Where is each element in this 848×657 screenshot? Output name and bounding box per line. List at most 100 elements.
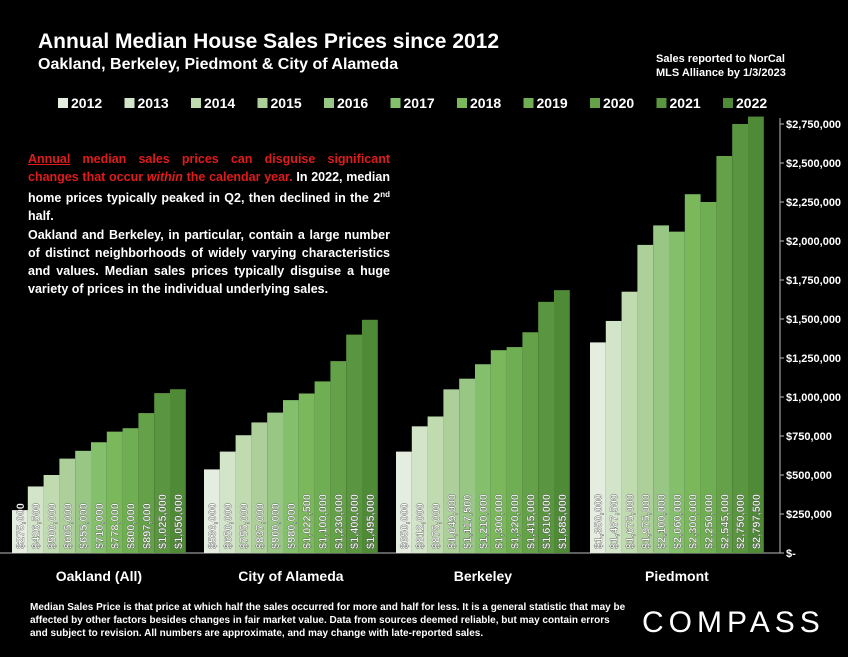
bar-2022-1: [362, 319, 378, 553]
bar-2022-3: [748, 116, 764, 553]
bar-2021-0: [154, 393, 170, 553]
legend-swatch-2014: [191, 98, 201, 108]
bar-2012-3: [590, 342, 606, 553]
bar-2012-1: [204, 469, 220, 553]
legend-swatch-2019: [523, 98, 534, 108]
bar-2012-2: [396, 451, 412, 553]
bar-data-label: $1,487,500: [609, 494, 621, 549]
bar-data-label: $837,000: [254, 503, 266, 549]
bar-data-label: $778,000: [110, 503, 122, 549]
bar-2020-0: [138, 413, 155, 553]
bar-2019-0: [122, 428, 139, 553]
bar-data-label: $1,049,000: [446, 494, 458, 549]
bar-2019-2: [506, 347, 523, 553]
bar-2022-0: [170, 389, 186, 553]
bar-data-label: $1,210,000: [478, 494, 490, 549]
bar-2015-1: [251, 422, 268, 553]
legend-swatch-2016: [324, 98, 334, 108]
bar-data-label: $536,000: [207, 503, 219, 549]
bar-data-label: $500,000: [47, 503, 59, 549]
y-tick-label: $1,000,000: [786, 392, 841, 404]
bar-data-label: $1,350,000: [593, 494, 605, 549]
legend-swatch-2012: [58, 98, 68, 108]
legend-label: 2022: [736, 95, 767, 111]
legend-label: 2021: [670, 95, 701, 111]
legend-label: 2018: [470, 95, 501, 111]
callout-neighborhood-note: Oakland and Berkeley, in particular, con…: [28, 228, 390, 296]
bar-2016-1: [267, 412, 283, 553]
bar-data-label: $655,000: [78, 503, 90, 549]
legend-label: 2015: [271, 95, 302, 111]
bar-2018-2: [490, 350, 507, 553]
bar-data-label: $1,025,000: [157, 494, 169, 549]
bar-2021-2: [538, 301, 554, 553]
bar-2020-2: [522, 332, 539, 553]
source-note: Sales reported to NorCal MLS Alliance by…: [656, 52, 806, 80]
bar-2013-3: [605, 320, 622, 553]
bar-2016-2: [459, 378, 475, 553]
bar-data-label: $275,000: [15, 503, 27, 549]
x-category-label: Piedmont: [645, 568, 709, 584]
y-tick-label: $750,000: [786, 431, 832, 443]
bar-data-label: $650,000: [223, 503, 235, 549]
bar-data-label: $2,300,000: [688, 494, 700, 549]
bar-2013-0: [27, 486, 44, 553]
footer-disclaimer: Median Sales Price is that price at whic…: [30, 602, 626, 639]
bar-data-label: $2,797,500: [751, 494, 763, 549]
bar-data-label: $2,100,000: [656, 494, 668, 549]
bar-data-label: $1,675,000: [625, 494, 637, 549]
bar-2019-1: [314, 381, 331, 553]
bar-data-label: $1,400,000: [349, 494, 361, 549]
bar-data-label: $875,000: [431, 503, 443, 549]
y-tick-label: $2,750,000: [786, 119, 841, 131]
callout-red-text: median sales prices can disguise signifi…: [28, 152, 390, 184]
callout-red-text-2: the calendar year.: [182, 170, 293, 184]
legend-label: 2017: [404, 95, 435, 111]
bar-2015-0: [59, 458, 76, 553]
bar-2013-1: [219, 451, 236, 553]
chart-title: Annual Median House Sales Prices since 2…: [38, 30, 500, 53]
callout-end-text: half.: [28, 209, 54, 224]
y-tick-label: $1,500,000: [786, 314, 841, 326]
callout-within-word: within: [146, 170, 183, 184]
bar-data-label: $1,230,000: [333, 494, 345, 549]
chart-subtitle: Oakland, Berkeley, Piedmont & City of Al…: [38, 56, 399, 73]
bar-2017-2: [475, 364, 491, 553]
bar-data-label: $650,000: [399, 503, 411, 549]
bar-data-label: $812,000: [415, 503, 427, 549]
bar-data-label: $2,545,000: [719, 494, 731, 549]
legend-swatch-2021: [656, 98, 667, 108]
bar-2020-3: [716, 155, 733, 554]
legend-swatch-2020: [590, 98, 600, 108]
legend-label: 2012: [71, 95, 102, 111]
legend-swatch-2022: [723, 98, 733, 108]
bar-data-label: $1,685,000: [557, 494, 569, 549]
bar-data-label: $1,610,000: [541, 494, 553, 549]
y-tick-label: $250,000: [786, 509, 832, 521]
legend-swatch-2017: [390, 98, 401, 108]
legend-label: 2013: [138, 95, 169, 111]
bar-2021-1: [346, 334, 362, 553]
callout-annual-word: Annual: [28, 152, 71, 166]
legend-label: 2014: [204, 95, 235, 111]
legend-swatch-2015: [257, 98, 268, 108]
bar-data-label: $1,975,000: [640, 494, 652, 549]
bar-2014-0: [43, 475, 60, 553]
bar-2018-3: [684, 194, 701, 553]
bar-2013-2: [411, 426, 428, 553]
bar-data-label: $710,000: [94, 503, 106, 549]
bar-2015-2: [443, 389, 460, 553]
bar-2019-3: [700, 202, 717, 553]
callout-superscript: nd: [380, 190, 390, 199]
callout-white-text: In 2022, median home prices typically pe…: [28, 170, 390, 206]
bar-2017-3: [669, 231, 685, 553]
bar-data-label: $605,000: [62, 503, 74, 549]
bar-2018-0: [106, 431, 123, 553]
legend-label: 2019: [537, 95, 568, 111]
bar-data-label: $2,750,000: [735, 494, 747, 549]
bar-data-label: $426,500: [31, 503, 43, 549]
legend-label: 2016: [337, 95, 368, 111]
legend-label: 2020: [603, 95, 634, 111]
y-tick-label: $-: [786, 548, 796, 560]
